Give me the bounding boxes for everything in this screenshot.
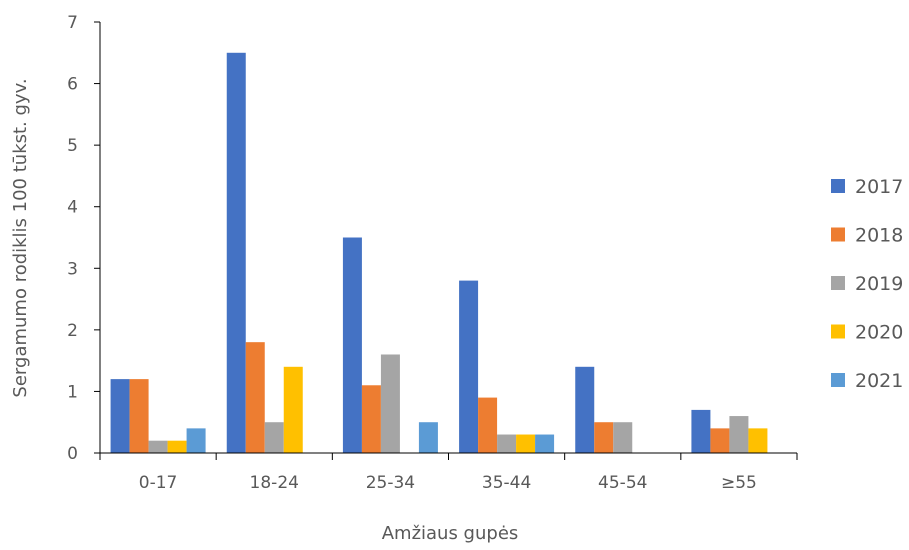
y-tick-label: 2	[67, 321, 78, 341]
bar-2019-18-24	[264, 422, 284, 453]
legend-swatch-2018	[831, 227, 845, 242]
y-ticks-layer: 0 1 2 3 4 5 6 7	[67, 13, 100, 464]
y-tick-label: 5	[67, 136, 78, 156]
bar-2018-35-44	[478, 397, 498, 453]
axes-layer	[99, 22, 797, 454]
bar-2017-18-24	[226, 52, 246, 454]
bar-2021-0-17	[186, 428, 206, 453]
bar-2018-≥55	[710, 428, 730, 453]
x-tick-label: 18-24	[250, 473, 299, 493]
bar-2017-45-54	[575, 366, 595, 453]
bar-2017-35-44	[459, 280, 479, 453]
y-tick-label: 4	[67, 198, 78, 218]
bar-2021-25-34	[418, 422, 438, 453]
bar-2017-25-34	[342, 237, 362, 453]
bar-2017-≥55	[691, 409, 711, 453]
bar-2019-≥55	[729, 416, 749, 453]
bar-2019-35-44	[497, 434, 517, 453]
legend-label-2018: 2018	[855, 225, 903, 247]
x-tick-label: 25-34	[366, 473, 415, 493]
x-tick-label: 0-17	[139, 473, 178, 493]
y-tick-label: 3	[67, 259, 78, 279]
legend-swatch-2020	[831, 324, 845, 339]
x-tick-label: 45-54	[598, 473, 647, 493]
x-ticks-layer: 0-17 18-24 25-34 35-44 45-54 ≥55	[99, 453, 798, 493]
bar-2019-45-54	[613, 422, 633, 453]
x-tick-label: 35-44	[482, 473, 531, 493]
legend-label-2019: 2019	[855, 273, 903, 295]
bar-2018-25-34	[361, 385, 381, 453]
y-tick-label: 7	[67, 13, 78, 33]
bar-2020-18-24	[283, 366, 303, 453]
bar-2019-25-34	[380, 354, 400, 453]
bar-2018-0-17	[129, 379, 149, 453]
bar-2021-35-44	[535, 434, 555, 453]
x-tick-label: ≥55	[721, 473, 757, 493]
legend: 2017 2018 2019 2020 2021	[831, 176, 903, 392]
y-axis-label: Sergamumo rodiklis 100 tūkst. gyv.	[10, 78, 31, 397]
legend-swatch-2019	[831, 276, 845, 290]
bars-layer	[110, 52, 768, 454]
bar-2018-18-24	[245, 342, 265, 453]
x-axis-label: Amžiaus gupės	[382, 523, 519, 544]
bar-2020-35-44	[516, 434, 536, 453]
y-tick-label: 1	[67, 382, 78, 402]
bar-2018-45-54	[594, 422, 614, 453]
bar-2020-0-17	[167, 440, 187, 453]
legend-label-2020: 2020	[855, 322, 903, 344]
y-tick-label: 0	[67, 444, 78, 464]
legend-swatch-2021	[831, 373, 845, 387]
legend-label-2017: 2017	[855, 176, 903, 198]
y-tick-label: 6	[67, 75, 78, 95]
bar-2017-0-17	[110, 379, 130, 453]
legend-label-2021: 2021	[855, 370, 903, 392]
legend-swatch-2017	[831, 179, 845, 193]
bar-2019-0-17	[148, 440, 168, 453]
bar-2020-≥55	[748, 428, 768, 453]
